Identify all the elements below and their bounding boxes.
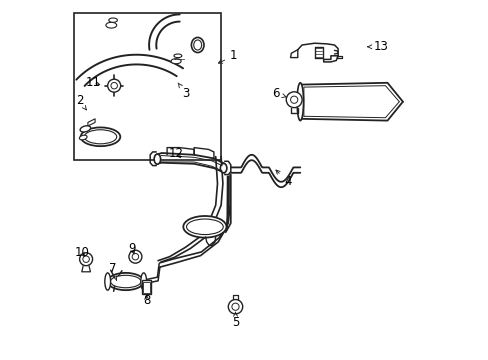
Text: 5: 5 [231,312,239,329]
Text: 2: 2 [76,94,86,110]
Ellipse shape [81,127,120,146]
Text: 4: 4 [275,170,291,188]
Bar [73,13,221,160]
Ellipse shape [191,37,203,53]
Bar [143,282,149,293]
Ellipse shape [174,54,182,58]
Text: 8: 8 [142,294,150,307]
Ellipse shape [106,22,117,28]
Text: 11: 11 [85,76,101,89]
Ellipse shape [220,163,226,173]
Text: 6: 6 [272,87,285,100]
Ellipse shape [84,130,117,144]
Text: 9: 9 [128,242,136,255]
Text: 7: 7 [108,262,117,280]
Circle shape [111,82,117,89]
Circle shape [231,303,239,310]
Circle shape [290,96,297,103]
Ellipse shape [79,135,87,140]
Text: 10: 10 [74,246,89,258]
Circle shape [132,253,139,260]
Ellipse shape [296,83,303,121]
Circle shape [129,250,142,263]
Circle shape [285,92,302,108]
Ellipse shape [107,273,143,290]
Ellipse shape [193,40,201,50]
Circle shape [80,253,92,266]
Circle shape [107,79,121,92]
Ellipse shape [183,216,226,238]
Ellipse shape [80,126,90,132]
Ellipse shape [110,275,141,288]
Text: 13: 13 [367,40,388,53]
Text: 1: 1 [218,49,237,63]
Circle shape [82,256,89,262]
Ellipse shape [171,59,181,64]
Ellipse shape [104,273,110,290]
Ellipse shape [186,219,223,235]
Ellipse shape [154,154,160,164]
Text: 12: 12 [168,147,183,159]
Ellipse shape [108,18,117,22]
Ellipse shape [141,273,146,290]
Circle shape [228,300,242,314]
Text: 3: 3 [178,83,189,100]
Bar [142,280,151,294]
